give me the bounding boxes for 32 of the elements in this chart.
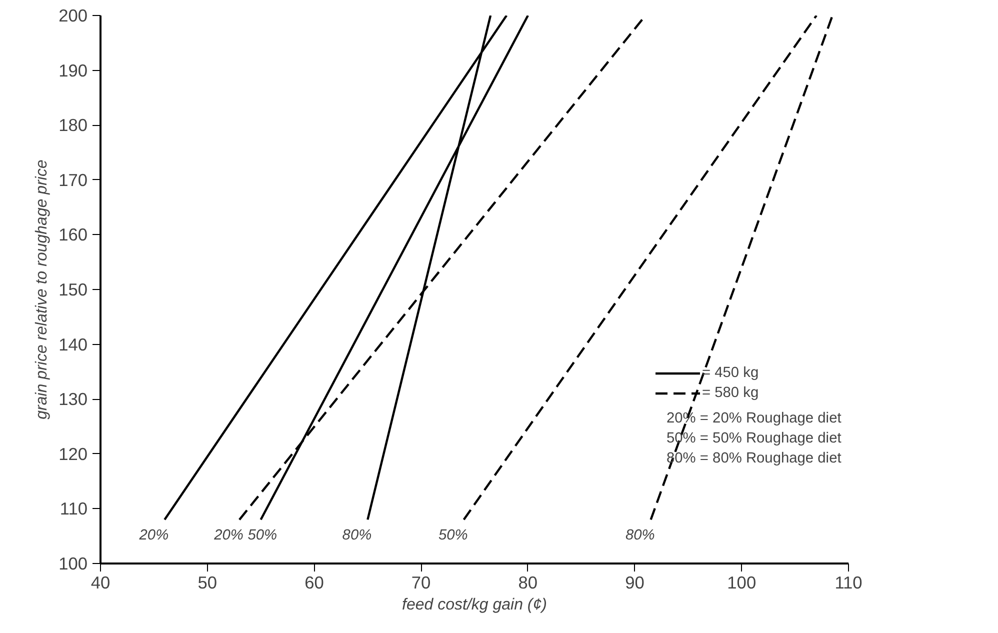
x-tick-label: 50 bbox=[198, 572, 217, 592]
y-tick-label: 130 bbox=[58, 389, 88, 410]
x-tick-label: 110 bbox=[834, 572, 862, 592]
annotation: 80% bbox=[625, 528, 655, 544]
y-tick-label: 160 bbox=[58, 224, 88, 245]
y-tick-label: 190 bbox=[58, 60, 88, 80]
y-tick-label: 110 bbox=[60, 498, 88, 519]
x-tick-label: 100 bbox=[727, 572, 756, 592]
y-tick-label: 180 bbox=[58, 115, 88, 136]
x-tick-label: 80 bbox=[518, 572, 538, 592]
y-tick-label: 170 bbox=[58, 170, 88, 190]
x-tick-label: 90 bbox=[625, 572, 644, 592]
x-tick-label: 40 bbox=[90, 572, 110, 592]
x-tick-label: 70 bbox=[411, 572, 431, 592]
y-tick-label: 120 bbox=[58, 444, 88, 464]
annotation: 80% bbox=[342, 528, 372, 544]
annotation: 20% bbox=[213, 528, 244, 544]
annotation: 20% = 20% Roughage diet bbox=[666, 410, 842, 426]
y-tick-label: 140 bbox=[58, 334, 88, 354]
annotation: 50% bbox=[438, 528, 468, 544]
annotation: 20% bbox=[138, 528, 169, 544]
y-tick-label: 150 bbox=[58, 280, 88, 300]
x-tick-label: 60 bbox=[304, 572, 324, 592]
annotation: 50% = 50% Roughage diet bbox=[666, 430, 842, 446]
legend-label: = 450 kg bbox=[702, 365, 759, 381]
legend-label: = 580 kg bbox=[702, 385, 759, 401]
annotation: 80% = 80% Roughage diet bbox=[666, 450, 842, 466]
x-axis-title: feed cost/kg gain (¢) bbox=[402, 596, 547, 614]
annotation: 50% bbox=[248, 528, 278, 544]
y-tick-label: 100 bbox=[58, 554, 88, 574]
y-axis-title: grain price relative to roughage price bbox=[34, 160, 51, 420]
y-tick-label: 200 bbox=[58, 6, 88, 26]
